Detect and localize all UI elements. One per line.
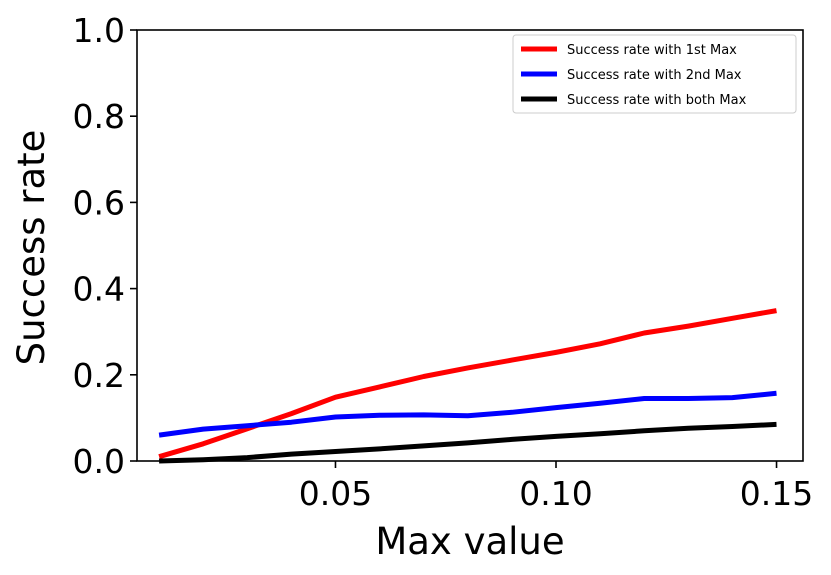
legend-label: Success rate with 2nd Max	[567, 68, 742, 83]
series-layer	[158, 308, 777, 464]
series-line-3	[159, 421, 777, 464]
y-tick-label: 0.2	[73, 356, 125, 395]
x-tick-label: 0.15	[740, 474, 813, 513]
y-axis-label: Success rate	[10, 130, 53, 366]
y-tick-label: 0.4	[73, 270, 125, 309]
y-tick-label: 0.6	[73, 183, 125, 222]
x-tick-label: 0.05	[299, 474, 372, 513]
y-tick-label: 0.8	[73, 97, 125, 136]
legend-label: Success rate with 1st Max	[567, 43, 737, 58]
series-line-2	[158, 390, 777, 438]
series-line-1	[158, 308, 777, 460]
axis-layer: 0.0 0.2 0.4 0.6 0.8 1.0 0.05 0.10 0.15	[73, 11, 814, 513]
y-tick-label: 0.0	[73, 442, 125, 481]
x-tick-label: 0.10	[519, 474, 592, 513]
legend-label: Success rate with both Max	[567, 93, 747, 108]
x-axis-label: Max value	[375, 520, 564, 563]
legend: Success rate with 1st Max Success rate wi…	[512, 34, 797, 114]
legend-box	[512, 34, 797, 114]
y-tick-label: 1.0	[73, 11, 125, 50]
plot-frame	[136, 29, 804, 462]
